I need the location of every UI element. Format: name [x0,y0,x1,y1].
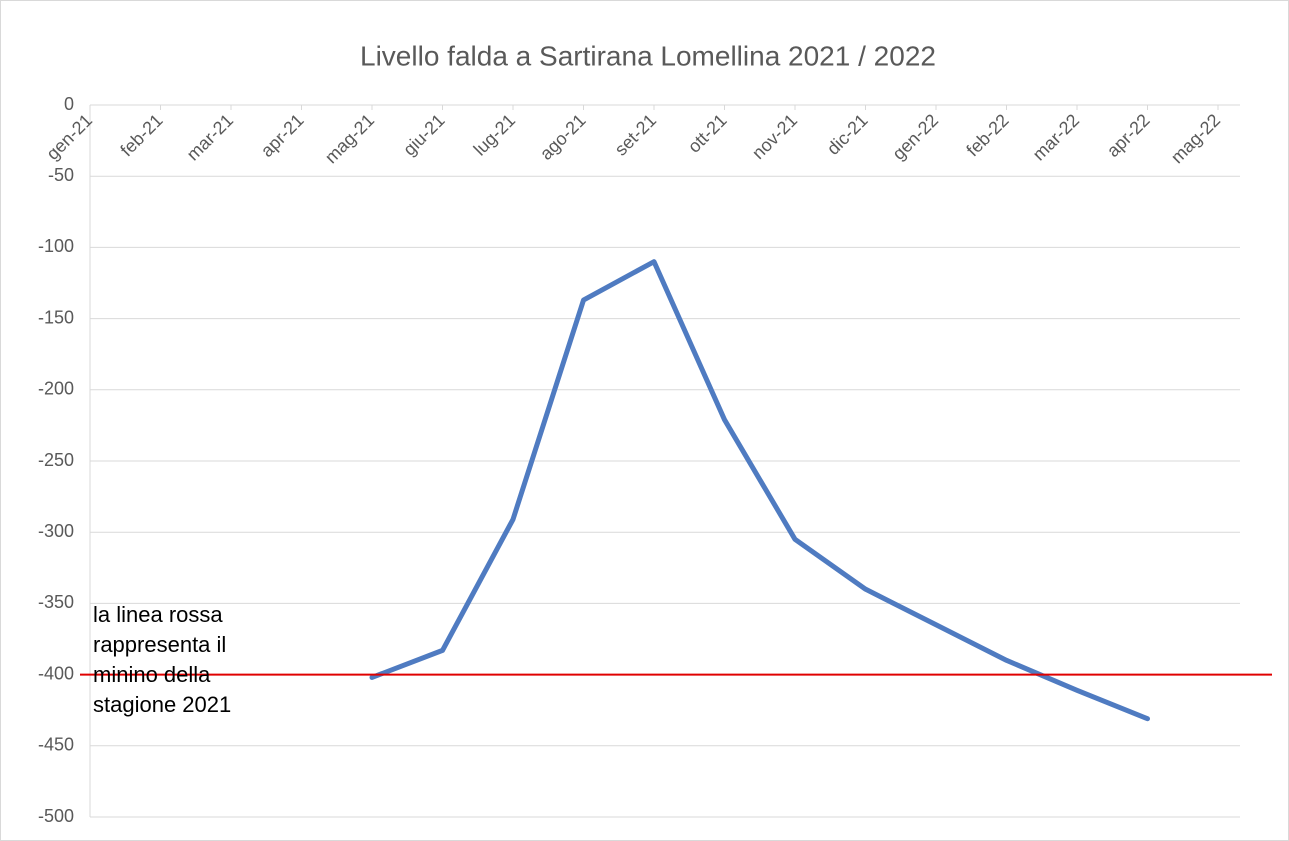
y-tick-label: -150 [38,307,74,327]
y-tick-label: -100 [38,236,74,256]
y-tick-label: -250 [38,450,74,470]
y-tick-label: -200 [38,379,74,399]
annotation: rappresenta il [93,632,226,657]
annotation: minino della [93,662,211,687]
y-tick-label: -400 [38,663,74,683]
y-tick-label: -500 [38,806,74,826]
y-tick-label: -350 [38,592,74,612]
y-tick-label: -300 [38,521,74,541]
data-line [369,259,1150,722]
annotation: stagione 2021 [93,692,231,717]
annotation: la linea rossa [93,602,223,627]
chart-title: Livello falda a Sartirana Lomellina 2021… [360,40,936,71]
y-tick-label: -50 [48,165,74,185]
y-tick-label: -450 [38,735,74,755]
y-tick-label: 0 [64,94,74,114]
